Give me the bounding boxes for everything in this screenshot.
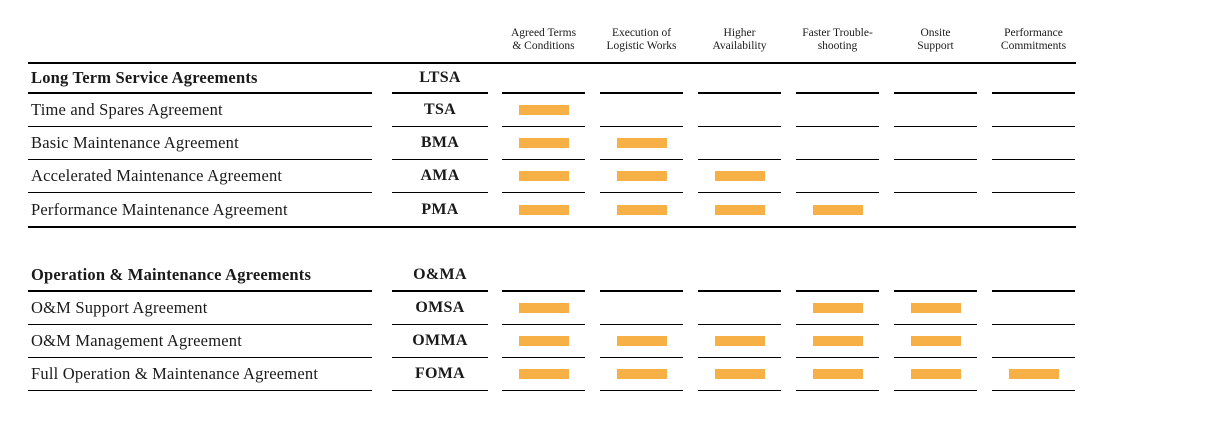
agreement-row-tsa: Time and Spares Agreement TSA <box>28 94 1076 127</box>
feature-bar <box>714 171 765 181</box>
agreement-abbr: TSA <box>423 101 457 118</box>
column-header-agreed-terms: Agreed Terms & Conditions <box>510 27 577 52</box>
column-headers-spacer-abbr <box>392 0 488 62</box>
feature-bar <box>812 204 863 215</box>
section-title: Long Term Service Agreements <box>31 68 258 87</box>
feature-bar <box>616 171 667 181</box>
agreement-row-foma: Full Operation & Maintenance Agreement F… <box>28 358 1076 391</box>
feature-bar <box>518 303 569 313</box>
section-abbr: O&MA <box>413 265 467 283</box>
feature-bar <box>616 138 667 148</box>
feature-bar <box>910 303 961 313</box>
feature-bar <box>812 369 863 379</box>
agreements-table: Agreed Terms & Conditions Execution of L… <box>28 0 1076 391</box>
feature-bar <box>518 171 569 181</box>
agreement-name: Performance Maintenance Agreement <box>31 199 288 219</box>
feature-bar <box>1008 369 1059 379</box>
agreement-row-pma: Performance Maintenance Agreement PMA <box>28 193 1076 226</box>
column-header-troubleshooting: Faster Trouble- shooting <box>802 27 873 52</box>
agreement-abbr: PMA <box>421 200 459 218</box>
agreement-abbr: OMMA <box>412 332 468 349</box>
section-title: Operation & Maintenance Agreements <box>31 264 312 284</box>
feature-bar <box>518 105 569 115</box>
feature-bar <box>518 336 569 346</box>
agreement-name: Time and Spares Agreement <box>31 100 223 119</box>
feature-bar <box>616 336 667 346</box>
feature-bar <box>518 204 569 215</box>
agreement-name: Full Operation & Maintenance Agreement <box>31 364 319 383</box>
agreement-name: O&M Management Agreement <box>31 331 242 350</box>
agreement-abbr: BMA <box>420 134 460 151</box>
feature-bar <box>616 204 667 215</box>
agreement-abbr: FOMA <box>414 365 466 382</box>
agreement-abbr: AMA <box>420 167 460 184</box>
section-header-row-oma: Operation & Maintenance Agreements O&MA <box>28 259 1076 292</box>
feature-bar <box>910 369 961 379</box>
agreement-name: O&M Support Agreement <box>31 298 208 317</box>
feature-bar <box>714 204 765 215</box>
section-oma: Operation & Maintenance Agreements O&MA … <box>28 259 1076 391</box>
column-headers-spacer-name <box>28 0 372 62</box>
agreement-abbr: OMSA <box>415 299 465 316</box>
section-header-row-ltsa: Long Term Service Agreements LTSA <box>28 64 1076 94</box>
agreement-row-omma: O&M Management Agreement OMMA <box>28 325 1076 358</box>
feature-bar <box>812 336 863 346</box>
agreement-row-bma: Basic Maintenance Agreement BMA <box>28 127 1076 160</box>
column-header-onsite-support: Onsite Support <box>917 27 954 52</box>
agreement-name: Basic Maintenance Agreement <box>31 133 239 152</box>
agreement-row-omsa: O&M Support Agreement OMSA <box>28 292 1076 325</box>
column-header-logistic-works: Execution of Logistic Works <box>606 27 677 52</box>
section-ltsa: Long Term Service Agreements LTSA Time a… <box>28 62 1076 228</box>
feature-bar <box>910 336 961 346</box>
column-header-availability: Higher Availability <box>712 27 767 52</box>
feature-bar <box>616 369 667 379</box>
agreement-name: Accelerated Maintenance Agreement <box>31 166 283 185</box>
feature-bar <box>518 369 569 379</box>
feature-bar <box>812 303 863 313</box>
agreement-row-ama: Accelerated Maintenance Agreement AMA <box>28 160 1076 193</box>
section-abbr: LTSA <box>419 69 461 86</box>
column-header-performance: Performance Commitments <box>1000 27 1067 52</box>
column-headers-row: Agreed Terms & Conditions Execution of L… <box>28 0 1076 62</box>
feature-bar <box>518 138 569 148</box>
feature-bar <box>714 369 765 379</box>
feature-bar <box>714 336 765 346</box>
